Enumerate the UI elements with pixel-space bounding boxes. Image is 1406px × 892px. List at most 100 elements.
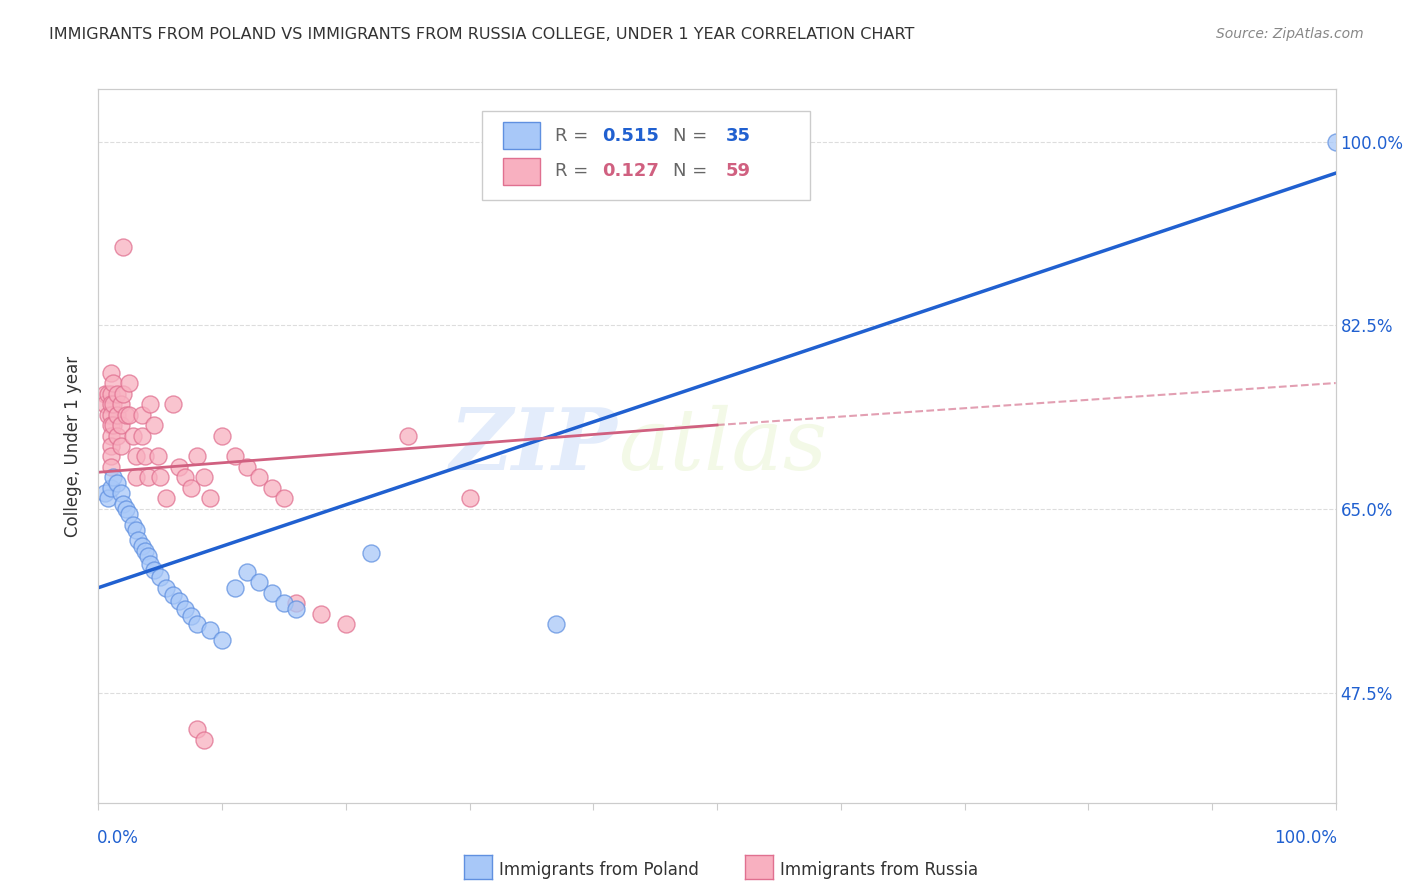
Text: 59: 59 bbox=[725, 162, 751, 180]
Point bbox=[309, 607, 332, 621]
Point bbox=[193, 470, 215, 484]
Point bbox=[114, 408, 136, 422]
Point bbox=[103, 376, 125, 390]
Text: 0.127: 0.127 bbox=[602, 162, 659, 180]
FancyBboxPatch shape bbox=[503, 158, 540, 185]
Point bbox=[167, 594, 190, 608]
Text: Immigrants from Poland: Immigrants from Poland bbox=[499, 861, 699, 879]
Point bbox=[110, 439, 132, 453]
Point bbox=[186, 450, 208, 464]
Point bbox=[546, 617, 568, 632]
Point bbox=[396, 428, 419, 442]
Point bbox=[118, 507, 141, 521]
Point bbox=[247, 470, 270, 484]
Point bbox=[112, 386, 135, 401]
Point bbox=[174, 601, 197, 615]
Point bbox=[131, 539, 153, 553]
Point bbox=[110, 417, 132, 432]
Point bbox=[139, 397, 162, 411]
Point bbox=[186, 723, 208, 737]
Point bbox=[100, 439, 122, 453]
Point bbox=[100, 428, 122, 442]
Point bbox=[458, 491, 481, 506]
Point bbox=[198, 623, 221, 637]
Point bbox=[122, 517, 145, 532]
Point bbox=[360, 546, 382, 560]
Text: Source: ZipAtlas.com: Source: ZipAtlas.com bbox=[1216, 27, 1364, 41]
Point bbox=[103, 397, 125, 411]
Point bbox=[146, 450, 169, 464]
Point bbox=[124, 470, 146, 484]
Point bbox=[180, 481, 202, 495]
Point bbox=[100, 366, 122, 380]
Point bbox=[180, 609, 202, 624]
Point bbox=[134, 544, 156, 558]
Point bbox=[118, 408, 141, 422]
Point bbox=[149, 570, 172, 584]
Point bbox=[97, 386, 120, 401]
Point bbox=[100, 386, 122, 401]
Point bbox=[134, 450, 156, 464]
Point bbox=[110, 397, 132, 411]
Point bbox=[112, 497, 135, 511]
Point bbox=[105, 386, 128, 401]
Text: IMMIGRANTS FROM POLAND VS IMMIGRANTS FROM RUSSIA COLLEGE, UNDER 1 YEAR CORRELATI: IMMIGRANTS FROM POLAND VS IMMIGRANTS FRO… bbox=[49, 27, 914, 42]
Point bbox=[143, 417, 166, 432]
Point bbox=[260, 481, 283, 495]
Text: Immigrants from Russia: Immigrants from Russia bbox=[780, 861, 979, 879]
Point bbox=[155, 491, 177, 506]
Point bbox=[162, 397, 184, 411]
Y-axis label: College, Under 1 year: College, Under 1 year bbox=[65, 355, 83, 537]
Point bbox=[211, 428, 233, 442]
Point bbox=[285, 596, 308, 610]
Point bbox=[193, 732, 215, 747]
Point bbox=[97, 491, 120, 506]
Point bbox=[124, 523, 146, 537]
Point bbox=[224, 581, 246, 595]
Text: ZIP: ZIP bbox=[450, 404, 619, 488]
Point bbox=[167, 460, 190, 475]
FancyBboxPatch shape bbox=[482, 111, 810, 200]
Text: 0.0%: 0.0% bbox=[97, 829, 139, 847]
Point bbox=[260, 586, 283, 600]
Point bbox=[224, 450, 246, 464]
Point bbox=[114, 502, 136, 516]
Point bbox=[285, 601, 308, 615]
Point bbox=[93, 397, 115, 411]
Text: N =: N = bbox=[672, 127, 713, 145]
Point bbox=[103, 417, 125, 432]
Text: R =: R = bbox=[555, 127, 593, 145]
Text: R =: R = bbox=[555, 162, 593, 180]
Point bbox=[105, 408, 128, 422]
Point bbox=[105, 428, 128, 442]
Point bbox=[186, 617, 208, 632]
Point bbox=[131, 408, 153, 422]
Point bbox=[198, 491, 221, 506]
Point bbox=[100, 417, 122, 432]
Point bbox=[273, 491, 295, 506]
Point bbox=[112, 239, 135, 253]
FancyBboxPatch shape bbox=[503, 122, 540, 149]
Point bbox=[1324, 135, 1347, 149]
Point bbox=[273, 596, 295, 610]
Text: 35: 35 bbox=[725, 127, 751, 145]
Text: 100.0%: 100.0% bbox=[1274, 829, 1337, 847]
Point bbox=[131, 428, 153, 442]
Point bbox=[93, 386, 115, 401]
Point bbox=[236, 565, 259, 579]
Point bbox=[149, 470, 172, 484]
Text: N =: N = bbox=[672, 162, 713, 180]
Point bbox=[136, 549, 159, 564]
Point bbox=[136, 470, 159, 484]
Point bbox=[247, 575, 270, 590]
Point bbox=[100, 481, 122, 495]
Text: 0.515: 0.515 bbox=[602, 127, 659, 145]
Point bbox=[100, 397, 122, 411]
Point bbox=[127, 533, 149, 548]
Point bbox=[93, 486, 115, 500]
Point bbox=[155, 581, 177, 595]
Text: atlas: atlas bbox=[619, 405, 827, 487]
Point bbox=[236, 460, 259, 475]
Point bbox=[103, 470, 125, 484]
Point bbox=[100, 408, 122, 422]
